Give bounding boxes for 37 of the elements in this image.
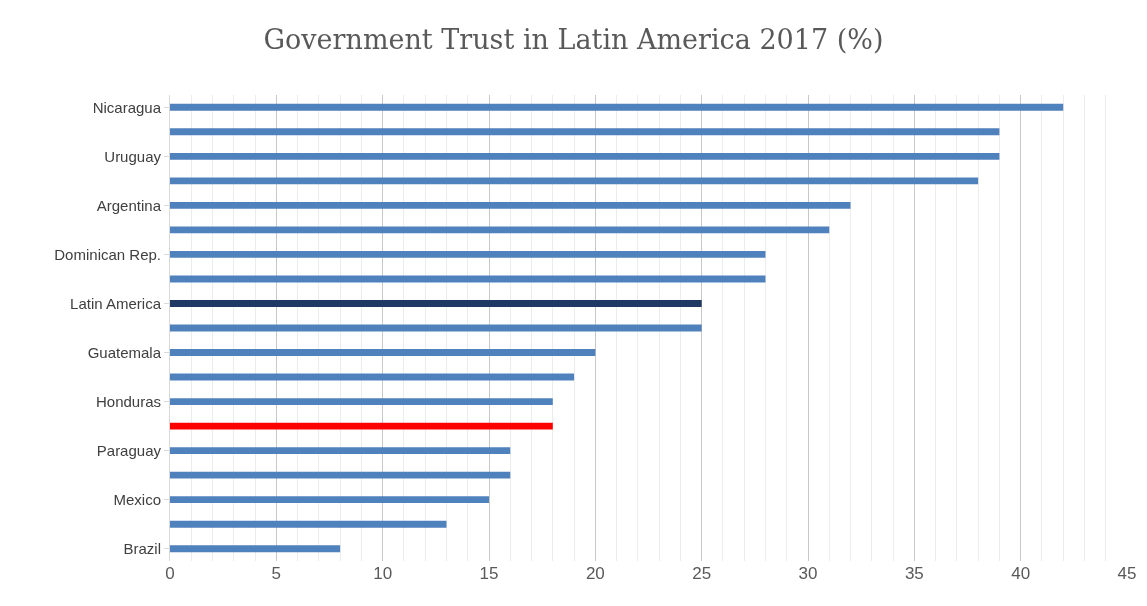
bar [170, 447, 511, 455]
y-tick-label: Dominican Rep. [54, 245, 161, 263]
y-tick-label: Paraguay [96, 441, 162, 459]
x-tick-label: 40 [1011, 564, 1031, 583]
x-tick-label: 35 [904, 564, 924, 583]
bar [170, 520, 447, 528]
bar [170, 226, 830, 234]
y-tick-label: Latin America [70, 294, 162, 312]
y-tick-label: Argentina [96, 196, 162, 214]
bar [170, 300, 702, 307]
bar [170, 250, 766, 258]
x-tick-label: 5 [271, 564, 282, 583]
x-tick-label: 0 [165, 564, 175, 583]
y-tick-label: Uruguay [104, 147, 162, 165]
bar [170, 496, 489, 504]
x-tick-label: 15 [479, 564, 499, 583]
bar [170, 177, 979, 185]
y-tick-label: Honduras [95, 392, 161, 410]
x-tick-label: 45 [1117, 564, 1137, 583]
bar [170, 398, 553, 406]
y-tick-label: Guatemala [87, 343, 162, 361]
y-tick-label: Mexico [113, 490, 161, 508]
y-tick-label: Nicaragua [92, 98, 162, 116]
x-tick-label: 30 [798, 564, 818, 583]
bar [170, 349, 596, 356]
bar [170, 128, 1000, 136]
bar [170, 422, 553, 430]
bar [170, 152, 1000, 160]
x-tick-label: 10 [373, 564, 393, 583]
x-tick-label: 20 [585, 564, 605, 583]
x-tick-label: 25 [692, 564, 712, 583]
bar [170, 545, 341, 553]
bar [170, 103, 1064, 111]
y-tick-label: Brazil [123, 539, 161, 557]
bar [170, 201, 851, 209]
bar [170, 471, 511, 479]
chart-title: Government Trust in Latin America 2017 (%) [263, 24, 884, 56]
